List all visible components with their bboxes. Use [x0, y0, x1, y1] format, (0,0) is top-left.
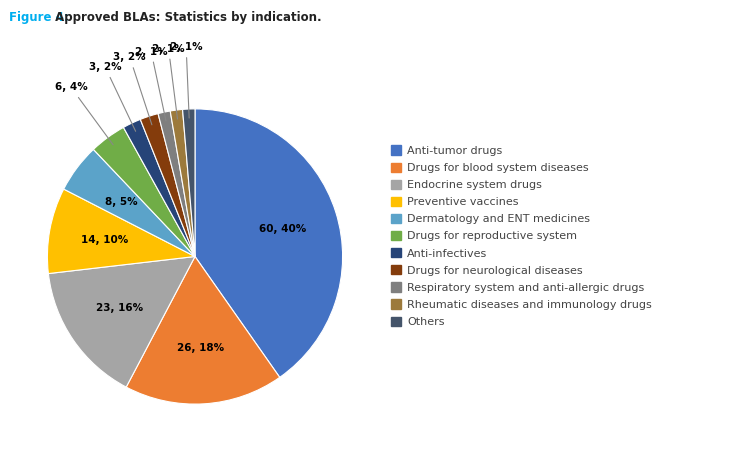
Text: 8, 5%: 8, 5%	[106, 197, 138, 207]
Text: Figure 4:: Figure 4:	[9, 11, 69, 24]
Wedge shape	[140, 113, 195, 256]
Text: 60, 40%: 60, 40%	[259, 224, 306, 234]
Text: 3, 2%: 3, 2%	[113, 52, 152, 125]
Text: Approved BLAs: Statistics by indication.: Approved BLAs: Statistics by indication.	[51, 11, 322, 24]
Wedge shape	[158, 111, 195, 256]
Text: 2, 1%: 2, 1%	[135, 46, 167, 121]
Wedge shape	[195, 109, 343, 378]
Wedge shape	[124, 119, 195, 256]
Wedge shape	[49, 256, 195, 387]
Wedge shape	[64, 149, 195, 256]
Text: 26, 18%: 26, 18%	[177, 343, 224, 353]
Text: 2, 1%: 2, 1%	[152, 44, 184, 119]
Wedge shape	[47, 189, 195, 274]
Text: 6, 4%: 6, 4%	[55, 82, 113, 145]
Wedge shape	[182, 109, 195, 256]
Wedge shape	[170, 109, 195, 256]
Text: 3, 2%: 3, 2%	[89, 62, 136, 131]
Legend: Anti-tumor drugs, Drugs for blood system diseases, Endocrine system drugs, Preve: Anti-tumor drugs, Drugs for blood system…	[388, 142, 655, 330]
Wedge shape	[126, 256, 280, 404]
Text: 14, 10%: 14, 10%	[81, 235, 128, 245]
Text: 2, 1%: 2, 1%	[170, 42, 202, 118]
Text: 23, 16%: 23, 16%	[96, 303, 143, 313]
Wedge shape	[94, 127, 195, 256]
